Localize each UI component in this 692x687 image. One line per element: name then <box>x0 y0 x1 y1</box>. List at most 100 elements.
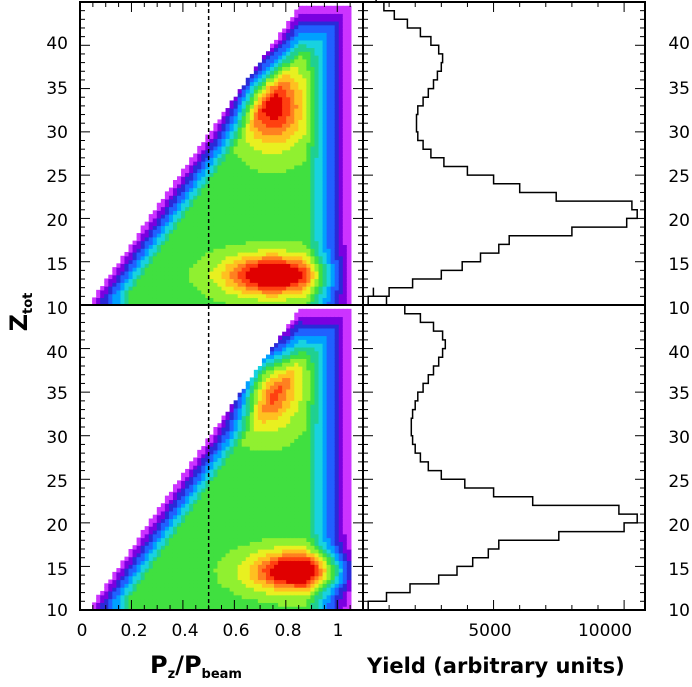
contour-cell <box>270 442 275 447</box>
contour-cell <box>249 267 255 272</box>
contour-cell <box>290 149 295 155</box>
contour-cell <box>261 70 267 75</box>
contour-cell <box>177 293 182 299</box>
contour-cell <box>233 415 239 420</box>
contour-cell <box>306 62 312 67</box>
contour-cell <box>257 70 263 75</box>
contour-cell <box>290 164 295 170</box>
contour-cell <box>310 89 316 94</box>
contour-cell <box>168 191 174 196</box>
contour-cell <box>318 81 324 86</box>
contour-cell <box>128 267 134 272</box>
contour-cell <box>205 206 210 211</box>
contour-cell <box>282 366 287 371</box>
contour-cell <box>338 119 344 124</box>
contour-cell <box>120 590 126 596</box>
contour-cell <box>209 149 215 155</box>
contour-cell <box>225 507 231 512</box>
contour-cell <box>233 423 239 428</box>
contour-cell <box>221 503 227 508</box>
contour-cell <box>265 130 271 136</box>
contour-cell <box>164 526 170 531</box>
contour-cell <box>193 183 198 189</box>
contour-cell <box>274 423 279 428</box>
contour-cell <box>294 85 299 90</box>
contour-cell <box>249 278 255 283</box>
contour-cell <box>237 233 243 238</box>
contour-cell <box>221 111 227 117</box>
contour-cell <box>152 263 158 268</box>
contour-cell <box>294 240 299 245</box>
contour-cell <box>261 362 267 367</box>
contour-cell <box>342 202 348 208</box>
contour-cell <box>346 255 352 261</box>
contour-cell <box>225 240 231 245</box>
contour-cell <box>209 449 215 455</box>
contour-cell <box>294 145 299 151</box>
contour-cell <box>233 579 239 584</box>
contour-cell <box>261 423 267 428</box>
contour-cell <box>229 191 235 196</box>
contour-cell <box>253 427 259 432</box>
contour-cell <box>241 423 247 428</box>
contour-cell <box>229 236 235 242</box>
contour-cell <box>193 549 198 554</box>
contour-cell <box>128 278 134 283</box>
contour-cell <box>233 153 239 158</box>
contour-cell <box>270 202 275 208</box>
contour-cell <box>237 400 243 405</box>
contour-cell <box>128 575 134 581</box>
contour-cell <box>213 594 219 600</box>
contour-cell <box>128 248 134 253</box>
contour-cell <box>221 210 227 215</box>
contour-cell <box>140 251 146 257</box>
contour-cell <box>189 240 194 245</box>
contour-cell <box>112 297 117 302</box>
contour-cell <box>278 259 283 264</box>
contour-cell <box>294 278 299 283</box>
contour-cell <box>261 484 267 489</box>
contour-cell <box>306 134 312 139</box>
contour-cell <box>294 89 299 94</box>
contour-cell <box>282 149 287 155</box>
contour-cell <box>181 244 186 249</box>
contour-cell <box>261 549 267 554</box>
contour-cell <box>282 377 287 382</box>
contour-cell <box>302 172 307 177</box>
contour-cell <box>148 233 154 238</box>
contour-cell <box>181 564 186 569</box>
contour-cell <box>286 24 291 30</box>
contour-cell <box>156 274 162 280</box>
contour-cell <box>233 229 239 234</box>
contour-cell <box>116 590 122 596</box>
contour-cell <box>245 404 251 409</box>
contour-cell <box>225 468 231 474</box>
contour-cell <box>257 134 263 139</box>
contour-cell <box>229 587 235 592</box>
contour-cell <box>261 385 267 390</box>
contour-cell <box>278 484 283 489</box>
contour-cell <box>322 172 328 177</box>
contour-cell <box>346 270 352 276</box>
contour-cell <box>294 297 299 302</box>
contour-cell <box>221 286 227 291</box>
contour-cell <box>261 392 267 398</box>
contour-cell <box>310 85 316 90</box>
contour-cell <box>286 533 291 539</box>
contour-cell <box>306 187 312 192</box>
contour-cell <box>253 180 259 185</box>
contour-cell <box>201 168 206 174</box>
contour-cell <box>278 499 283 504</box>
contour-cell <box>346 20 352 26</box>
contour-cell <box>290 24 295 30</box>
contour-cell <box>245 545 251 550</box>
contour-cell <box>286 138 291 143</box>
contour-cell <box>286 358 291 363</box>
contour-cell <box>245 119 251 124</box>
contour-cell <box>104 587 109 592</box>
contour-cell <box>306 89 312 94</box>
contour-cell <box>181 545 186 550</box>
contour-cell <box>249 549 255 554</box>
contour-cell <box>221 533 227 539</box>
contour-cell <box>274 396 279 401</box>
